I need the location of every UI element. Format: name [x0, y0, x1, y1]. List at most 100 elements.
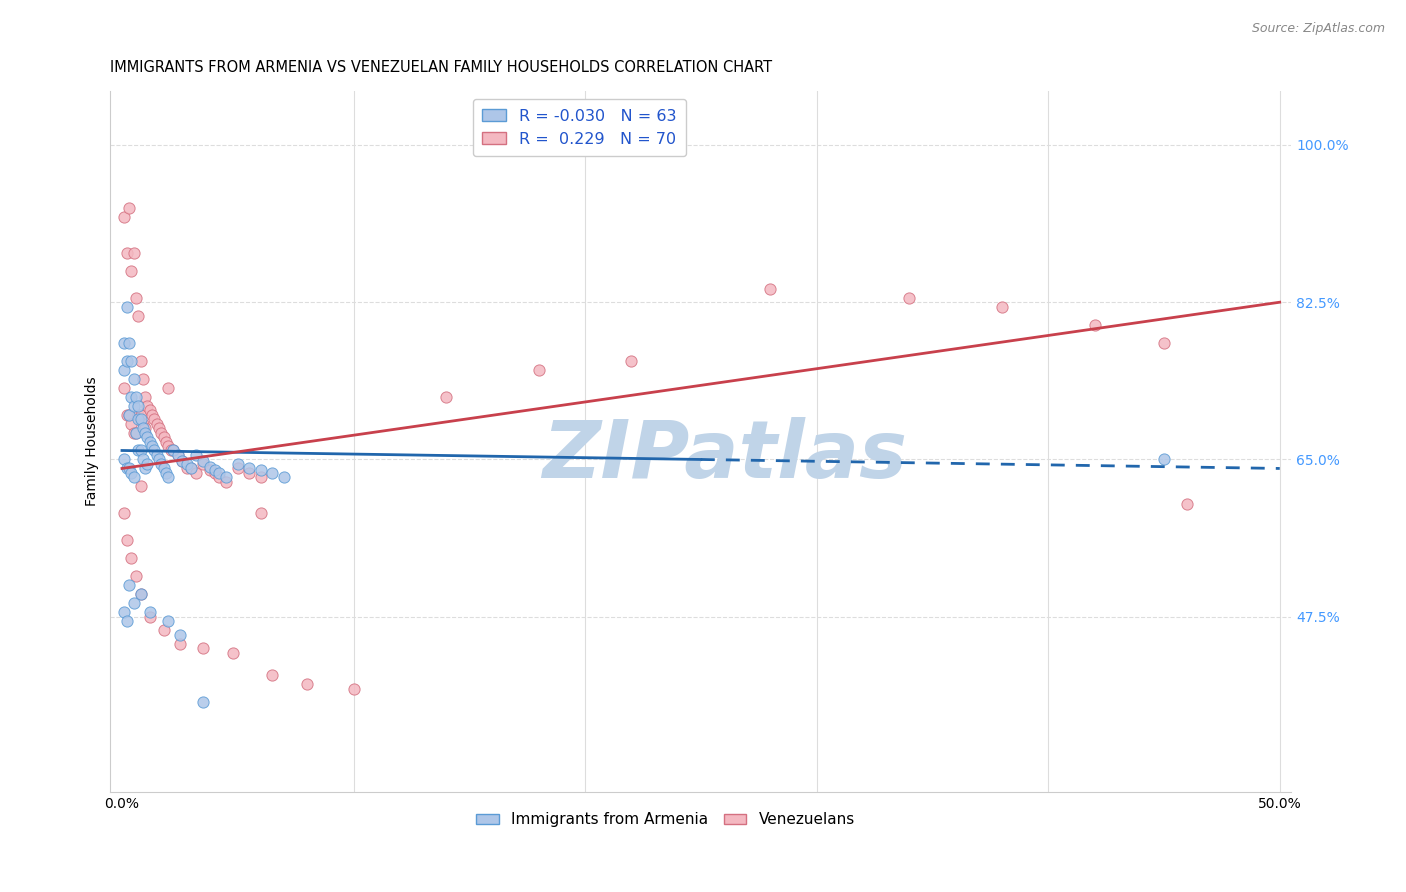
Point [222, 646, 245, 660]
Point [129, 408, 152, 422]
Point [122, 470, 145, 484]
Point [759, 282, 782, 296]
Point [166, 448, 188, 462]
Point [118, 408, 141, 422]
Legend: Immigrants from Armenia, Venezuelans: Immigrants from Armenia, Venezuelans [470, 806, 860, 833]
Point [115, 245, 138, 260]
Point [125, 425, 148, 440]
Point [162, 443, 184, 458]
Point [143, 443, 166, 458]
Text: IMMIGRANTS FROM ARMENIA VS VENEZUELAN FAMILY HOUSEHOLDS CORRELATION CHART: IMMIGRANTS FROM ARMENIA VS VENEZUELAN FA… [111, 60, 772, 75]
Point [1083, 318, 1105, 332]
Point [120, 466, 142, 480]
Point [898, 291, 921, 305]
Point [120, 551, 142, 566]
Point [150, 425, 173, 440]
Point [157, 614, 180, 628]
Point [204, 463, 226, 477]
Point [125, 291, 148, 305]
Point [139, 434, 162, 449]
Point [129, 412, 152, 426]
Point [112, 452, 135, 467]
Point [112, 335, 135, 350]
Point [118, 408, 141, 422]
Point [134, 425, 156, 440]
Point [238, 466, 260, 480]
Text: Source: ZipAtlas.com: Source: ZipAtlas.com [1251, 22, 1385, 36]
Point [115, 614, 138, 628]
Point [152, 624, 174, 638]
Point [169, 637, 191, 651]
Point [120, 353, 142, 368]
Point [157, 470, 180, 484]
Point [208, 470, 231, 484]
Point [136, 430, 159, 444]
Point [166, 448, 188, 462]
Point [118, 578, 141, 592]
Point [129, 587, 152, 601]
Point [112, 605, 135, 619]
Point [198, 459, 221, 474]
Point [191, 454, 214, 468]
Point [148, 452, 170, 467]
Point [159, 443, 181, 458]
Point [132, 417, 155, 431]
Point [157, 381, 180, 395]
Point [125, 569, 148, 583]
Point [172, 454, 194, 468]
Point [112, 507, 135, 521]
Point [991, 300, 1014, 314]
Point [152, 430, 174, 444]
Point [155, 466, 177, 480]
Point [157, 439, 180, 453]
Point [118, 335, 141, 350]
Point [136, 399, 159, 413]
Point [191, 457, 214, 471]
Point [134, 421, 156, 435]
Point [238, 461, 260, 475]
Point [1153, 452, 1175, 467]
Point [342, 681, 364, 696]
Point [115, 408, 138, 422]
Point [176, 457, 198, 471]
Point [226, 461, 249, 475]
Point [180, 461, 202, 475]
Point [120, 390, 142, 404]
Point [122, 245, 145, 260]
Point [115, 533, 138, 548]
Point [125, 390, 148, 404]
Point [127, 443, 149, 458]
Point [527, 362, 550, 376]
Point [150, 457, 173, 471]
Point [143, 412, 166, 426]
Point [112, 362, 135, 376]
Point [115, 353, 138, 368]
Point [134, 390, 156, 404]
Text: ZIPatlas: ZIPatlas [541, 417, 907, 494]
Point [134, 461, 156, 475]
Point [215, 470, 238, 484]
Point [141, 439, 163, 453]
Point [141, 408, 163, 422]
Point [191, 641, 214, 656]
Point [198, 463, 221, 477]
Point [184, 466, 207, 480]
Point [176, 461, 198, 475]
Point [155, 434, 177, 449]
Point [273, 470, 295, 484]
Point [112, 210, 135, 224]
Point [180, 461, 202, 475]
Point [127, 412, 149, 426]
Point [120, 417, 142, 431]
Point [145, 448, 167, 462]
Point [129, 587, 152, 601]
Point [112, 381, 135, 395]
Point [132, 421, 155, 435]
Point [115, 461, 138, 475]
Point [127, 399, 149, 413]
Point [620, 353, 643, 368]
Point [204, 466, 226, 480]
Point [136, 457, 159, 471]
Point [250, 470, 273, 484]
Point [297, 677, 319, 691]
